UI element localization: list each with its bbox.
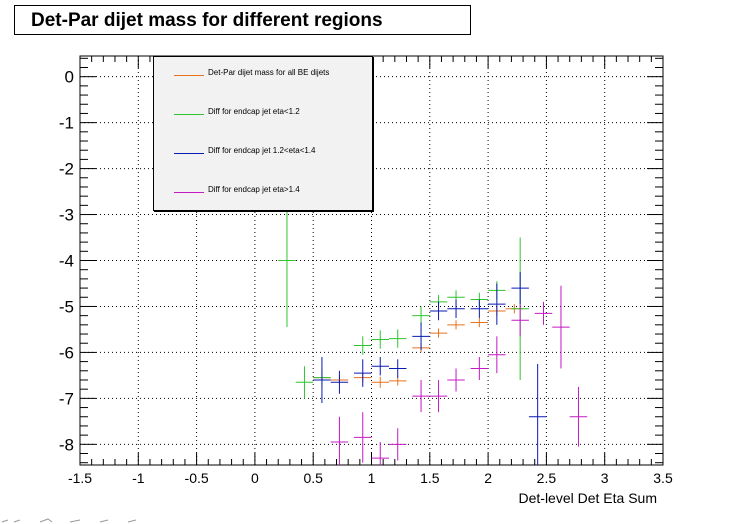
x-tick-label: -1 <box>132 470 145 486</box>
data-point <box>470 317 489 328</box>
data-point <box>371 442 389 465</box>
data-point <box>354 412 372 463</box>
data-point <box>388 329 407 348</box>
data-series-layer <box>278 193 588 465</box>
y-tick-label: -8 <box>59 435 74 454</box>
x-tick-label: 2 <box>484 470 492 486</box>
data-point <box>354 336 372 355</box>
x-tick-label: -0.5 <box>185 470 209 486</box>
legend-label: Det-Par dijet mass for all BE dijets <box>208 68 330 77</box>
data-point <box>354 359 372 387</box>
data-point <box>295 366 314 399</box>
data-point <box>470 357 489 380</box>
data-point <box>330 370 349 394</box>
y-tick-label: -5 <box>59 297 74 316</box>
axis-ticks <box>79 56 664 465</box>
data-point <box>330 416 349 465</box>
legend-swatch <box>174 75 204 76</box>
legend-swatch <box>174 114 204 115</box>
title-box: Det-Par dijet mass for different regions <box>14 5 471 35</box>
data-point <box>429 328 448 338</box>
y-tick-label: 0 <box>65 68 74 87</box>
y-tick-label: -1 <box>59 114 74 133</box>
data-point <box>371 376 389 388</box>
data-point <box>429 301 448 321</box>
data-point <box>278 193 296 328</box>
data-point <box>511 271 529 305</box>
legend-label: Diff for endcap jet eta>1.4 <box>208 185 300 194</box>
data-point <box>447 368 465 392</box>
x-tick-label: 3.5 <box>653 470 673 486</box>
data-point <box>412 306 430 325</box>
data-point <box>371 357 389 376</box>
x-tick-label: 1 <box>368 470 376 486</box>
data-point <box>528 363 547 465</box>
x-tick-label: 1.5 <box>420 470 440 486</box>
x-tick-label: 0 <box>251 470 259 486</box>
series-1 <box>278 193 529 399</box>
data-point <box>412 322 430 351</box>
data-point <box>534 301 553 325</box>
y-tick-label: -2 <box>59 160 74 179</box>
data-point <box>412 379 430 413</box>
series-3 <box>330 285 588 465</box>
data-point <box>429 379 448 413</box>
legend-label: Diff for endcap jet eta<1.2 <box>208 107 300 116</box>
bottom-edge-artifact <box>1 518 137 523</box>
data-point <box>569 386 588 447</box>
x-axis-label: Det-level Det Eta Sum <box>519 490 658 506</box>
data-point <box>488 283 506 325</box>
y-tick-label: -4 <box>59 252 74 271</box>
legend-swatch <box>174 192 204 193</box>
data-point <box>511 304 529 337</box>
data-point <box>388 376 407 386</box>
data-point <box>447 320 465 330</box>
legend-label: Diff for endcap jet 1.2<eta<1.4 <box>208 146 316 155</box>
y-tick-label: -7 <box>59 389 74 408</box>
data-point <box>447 299 465 318</box>
data-point <box>313 357 331 403</box>
series-0 <box>313 304 524 388</box>
x-tick-label: -1.5 <box>68 470 92 486</box>
legend: Det-Par dijet mass for all BE dijets Dif… <box>153 56 373 211</box>
x-tick-label: 0.5 <box>303 470 323 486</box>
data-point <box>388 428 407 461</box>
data-point <box>388 359 407 378</box>
y-tick-label: -6 <box>59 343 74 362</box>
data-point <box>371 330 389 349</box>
y-tick-label: -3 <box>59 206 74 225</box>
legend-swatch <box>174 153 204 154</box>
chart-title: Det-Par dijet mass for different regions <box>31 10 383 31</box>
data-point <box>470 299 489 318</box>
axis-tick-labels: -1.5 -1 -0.5 0 0.5 1 1.5 2 2.5 3 3.5 0 -1 -2 -3 -4 -5 -6 -… <box>59 68 673 486</box>
x-tick-label: 2.5 <box>537 470 557 486</box>
series-2 <box>313 271 547 465</box>
x-tick-label: 3 <box>601 470 609 486</box>
data-point <box>552 285 570 369</box>
data-point <box>488 336 506 374</box>
